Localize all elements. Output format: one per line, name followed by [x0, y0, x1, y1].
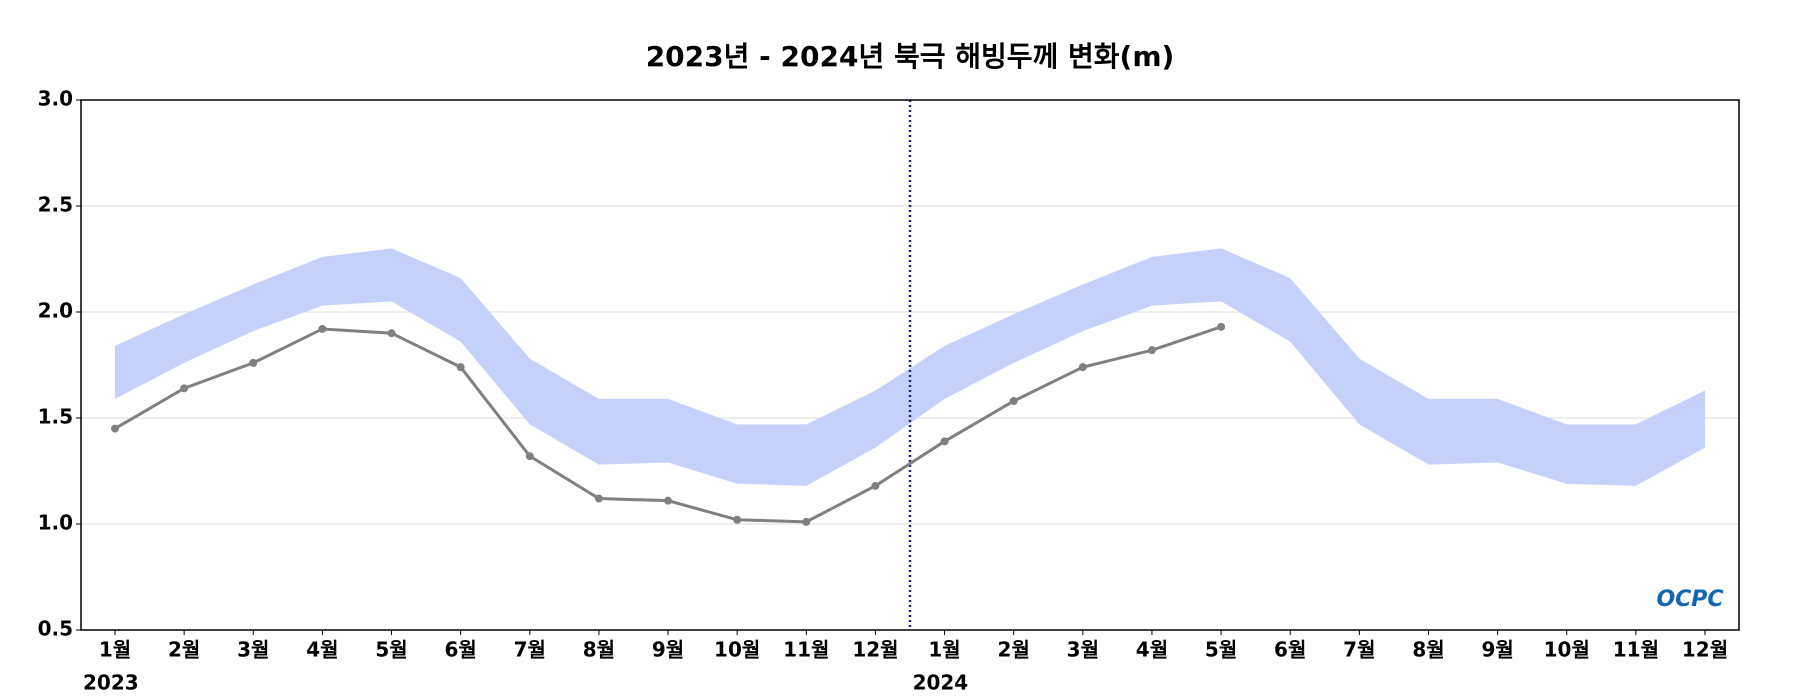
x-tick-label: 7월: [1343, 638, 1375, 662]
logo: OCPC: [1656, 587, 1723, 612]
x-tick-label: 5월: [1205, 638, 1237, 662]
x-tick-label: 2월: [168, 638, 200, 662]
data-point: [387, 329, 396, 338]
data-point: [180, 384, 189, 393]
range-band: [115, 248, 1705, 486]
x-tick-label: 8월: [1412, 638, 1444, 662]
y-tick-label: 3.0: [38, 87, 73, 111]
data-point: [940, 437, 949, 446]
data-point: [111, 424, 119, 433]
y-tick-label: 2.5: [38, 193, 73, 217]
year-label: 2024: [913, 671, 969, 695]
data-point: [1217, 322, 1226, 331]
data-point: [871, 481, 880, 490]
data-point: [249, 358, 258, 367]
x-tick-label: 8월: [583, 638, 615, 662]
y-tick-label: 1.5: [38, 405, 73, 429]
y-tick-label: 2.0: [38, 299, 73, 323]
x-tick-label: 9월: [1481, 638, 1513, 662]
x-tick-label: 4월: [306, 638, 338, 662]
x-tick-label: 10월: [714, 638, 760, 662]
data-point: [1078, 363, 1087, 372]
x-tick-label: 7월: [514, 638, 546, 662]
x-tick-label: 2월: [998, 638, 1030, 662]
x-tick-label: 6월: [444, 638, 476, 662]
data-point: [525, 452, 534, 461]
data-point: [456, 363, 465, 372]
x-tick-label: 11월: [1613, 638, 1659, 662]
data-point: [802, 517, 811, 526]
x-tick-label: 6월: [1274, 638, 1306, 662]
year-label: 2023: [83, 671, 139, 695]
x-tick-label: 11월: [783, 638, 829, 662]
x-tick-label: 4월: [1136, 638, 1168, 662]
data-point: [1009, 397, 1018, 406]
x-tick-label: 1월: [99, 638, 131, 662]
data-point: [318, 324, 327, 333]
y-tick-label: 1.0: [38, 511, 73, 535]
data-point: [664, 496, 673, 505]
data-point: [594, 494, 603, 503]
data-point: [733, 515, 742, 524]
x-tick-label: 3월: [1067, 638, 1099, 662]
y-tick-label: 0.5: [38, 617, 73, 641]
x-tick-label: 12월: [1682, 638, 1728, 662]
x-tick-label: 1월: [928, 638, 960, 662]
x-tick-label: 5월: [375, 638, 407, 662]
x-tick-label: 10월: [1544, 638, 1590, 662]
x-tick-label: 12월: [852, 638, 898, 662]
x-tick-label: 3월: [237, 638, 269, 662]
data-point: [1147, 346, 1156, 355]
plot-frame: [80, 99, 1740, 631]
x-tick-label: 9월: [652, 638, 684, 662]
chart-title: 2023년 - 2024년 북극 해빙두께 변화(m): [646, 40, 1175, 73]
